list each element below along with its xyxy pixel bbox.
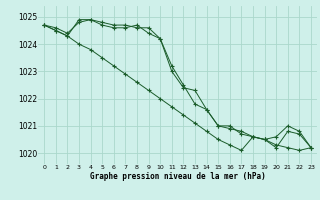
X-axis label: Graphe pression niveau de la mer (hPa): Graphe pression niveau de la mer (hPa) [90, 172, 266, 181]
